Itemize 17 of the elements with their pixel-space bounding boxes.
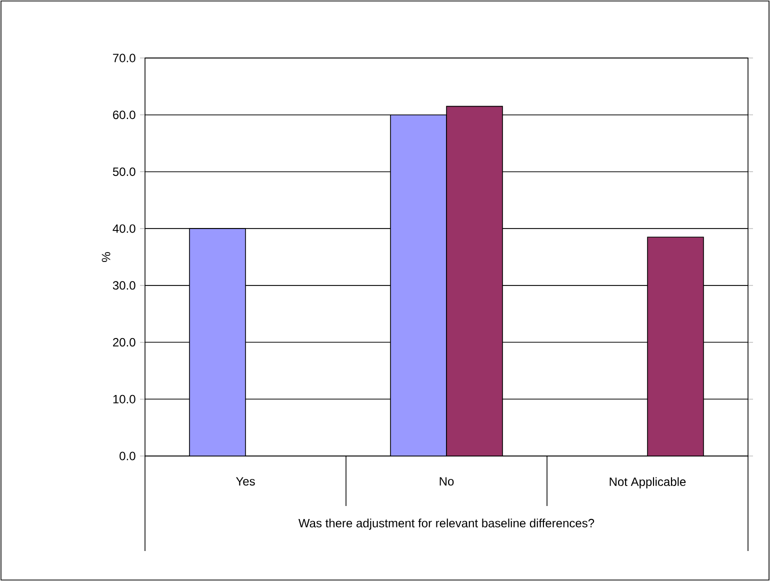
bar (446, 106, 503, 456)
y-tick-label: 70.0 (113, 54, 136, 62)
x-tick-label: No (440, 477, 454, 486)
bar (647, 236, 704, 456)
y-tick-label: 60.0 (113, 110, 136, 120)
y-tick-label: 40.0 (112, 224, 136, 233)
y-tick-label: 20.0 (113, 338, 136, 347)
x-tick-label: Yes (236, 477, 255, 486)
bar (189, 228, 246, 456)
bar (390, 114, 447, 456)
y-axis-title: % (102, 252, 110, 262)
y-tick-label: 50.0 (112, 167, 136, 176)
y-tick-label: 10.0 (113, 394, 136, 404)
y-tick-label: 30.0 (112, 281, 136, 290)
y-tick-label: 0.0 (120, 452, 136, 460)
x-axis-title: Was there adjustment for relevant baseline differences? (298, 518, 594, 530)
x-tick-label: Not Applicable (610, 477, 686, 488)
